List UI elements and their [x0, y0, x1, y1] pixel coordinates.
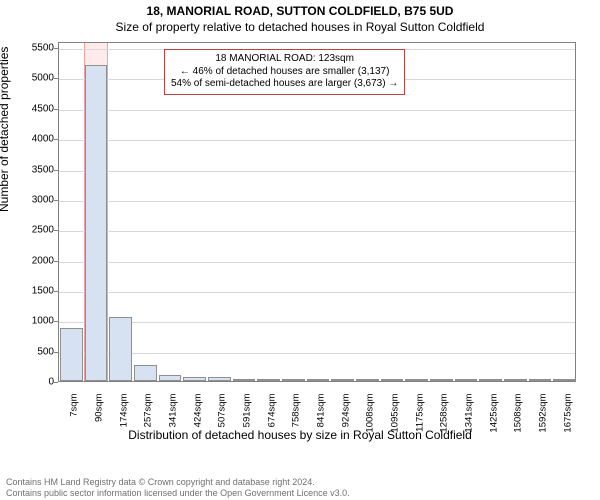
histogram-bar [307, 379, 330, 381]
x-tick-label: 1095sqm [390, 394, 401, 433]
y-tick-mark [54, 261, 58, 262]
histogram-bar [455, 379, 478, 381]
histogram-bar [159, 375, 182, 381]
histogram-bar [356, 379, 379, 381]
histogram-bar [504, 379, 527, 381]
gridline [59, 231, 575, 232]
histogram-bar [331, 379, 354, 381]
gridline [59, 353, 575, 354]
histogram-bar [553, 379, 576, 381]
x-tick-label: 1341sqm [464, 394, 475, 433]
page-title: 18, MANORIAL ROAD, SUTTON COLDFIELD, B75… [0, 0, 600, 18]
x-tick-label: 341sqm [168, 394, 179, 428]
x-tick-label: 1675sqm [562, 394, 573, 433]
histogram-bar [183, 377, 206, 381]
footer-line: Contains public sector information licen… [6, 488, 350, 498]
histogram-bar [85, 65, 108, 381]
histogram-bar [529, 379, 552, 381]
y-tick-label: 4500 [14, 103, 54, 114]
histogram-bar [208, 377, 231, 381]
y-tick-mark [54, 200, 58, 201]
x-tick-label: 1592sqm [538, 394, 549, 433]
y-tick-mark [54, 170, 58, 171]
gridline [59, 171, 575, 172]
y-tick-label: 500 [14, 346, 54, 357]
histogram-bar [134, 365, 157, 381]
x-tick-label: 841sqm [316, 394, 327, 428]
gridline [59, 262, 575, 263]
x-tick-label: 1508sqm [513, 394, 524, 433]
histogram-bar [479, 379, 502, 381]
gridline [59, 292, 575, 293]
histogram-bar [109, 317, 132, 381]
histogram-bar [282, 379, 305, 381]
page-subtitle: Size of property relative to detached ho… [0, 18, 600, 38]
plot-area: 18 MANORIAL ROAD: 123sqm ← 46% of detach… [58, 42, 576, 382]
annotation-line: 18 MANORIAL ROAD: 123sqm [171, 53, 398, 66]
y-tick-mark [54, 109, 58, 110]
gridline [59, 201, 575, 202]
y-axis-label: Number of detached properties [0, 47, 11, 212]
histogram-bar [405, 379, 428, 381]
y-tick-label: 1000 [14, 316, 54, 327]
footer-line: Contains HM Land Registry data © Crown c… [6, 477, 350, 487]
x-tick-label: 591sqm [242, 394, 253, 428]
annotation-line: ← 46% of detached houses are smaller (3,… [171, 66, 398, 79]
y-tick-mark [54, 78, 58, 79]
y-tick-label: 4000 [14, 134, 54, 145]
y-tick-mark [54, 230, 58, 231]
gridline [59, 140, 575, 141]
y-tick-label: 3500 [14, 164, 54, 175]
y-tick-label: 2000 [14, 255, 54, 266]
histogram-bar [257, 379, 280, 381]
histogram-bar [233, 379, 256, 381]
y-tick-label: 1500 [14, 285, 54, 296]
annotation-line: 54% of semi-detached houses are larger (… [171, 78, 398, 91]
x-tick-label: 1175sqm [414, 394, 425, 432]
annotation-box: 18 MANORIAL ROAD: 123sqm ← 46% of detach… [164, 49, 405, 95]
y-tick-label: 3000 [14, 194, 54, 205]
x-tick-label: 924sqm [340, 394, 351, 428]
histogram-bar [381, 379, 404, 381]
gridline [59, 110, 575, 111]
x-tick-label: 674sqm [266, 394, 277, 428]
y-tick-mark [54, 291, 58, 292]
x-tick-label: 507sqm [217, 394, 228, 428]
y-tick-label: 5500 [14, 43, 54, 54]
x-tick-label: 1425sqm [488, 394, 499, 433]
x-tick-label: 7sqm [69, 394, 80, 417]
y-tick-label: 2500 [14, 225, 54, 236]
gridline [59, 322, 575, 323]
histogram-bar [430, 379, 453, 381]
footer-attribution: Contains HM Land Registry data © Crown c… [6, 477, 350, 498]
histogram-bar [60, 328, 83, 381]
y-tick-mark [54, 352, 58, 353]
x-tick-label: 1258sqm [439, 394, 450, 433]
x-tick-label: 257sqm [143, 394, 154, 428]
x-tick-label: 174sqm [118, 394, 129, 428]
histogram-chart: Number of detached properties 18 MANORIA… [0, 38, 600, 438]
y-tick-mark [54, 48, 58, 49]
x-axis-label: Distribution of detached houses by size … [0, 428, 600, 442]
y-tick-mark [54, 382, 58, 383]
x-tick-label: 90sqm [94, 394, 105, 423]
x-tick-label: 1008sqm [365, 394, 376, 433]
x-tick-label: 424sqm [192, 394, 203, 428]
y-tick-label: 0 [14, 377, 54, 388]
y-tick-label: 5000 [14, 73, 54, 84]
y-tick-mark [54, 321, 58, 322]
y-tick-mark [54, 139, 58, 140]
x-tick-label: 758sqm [291, 394, 302, 428]
